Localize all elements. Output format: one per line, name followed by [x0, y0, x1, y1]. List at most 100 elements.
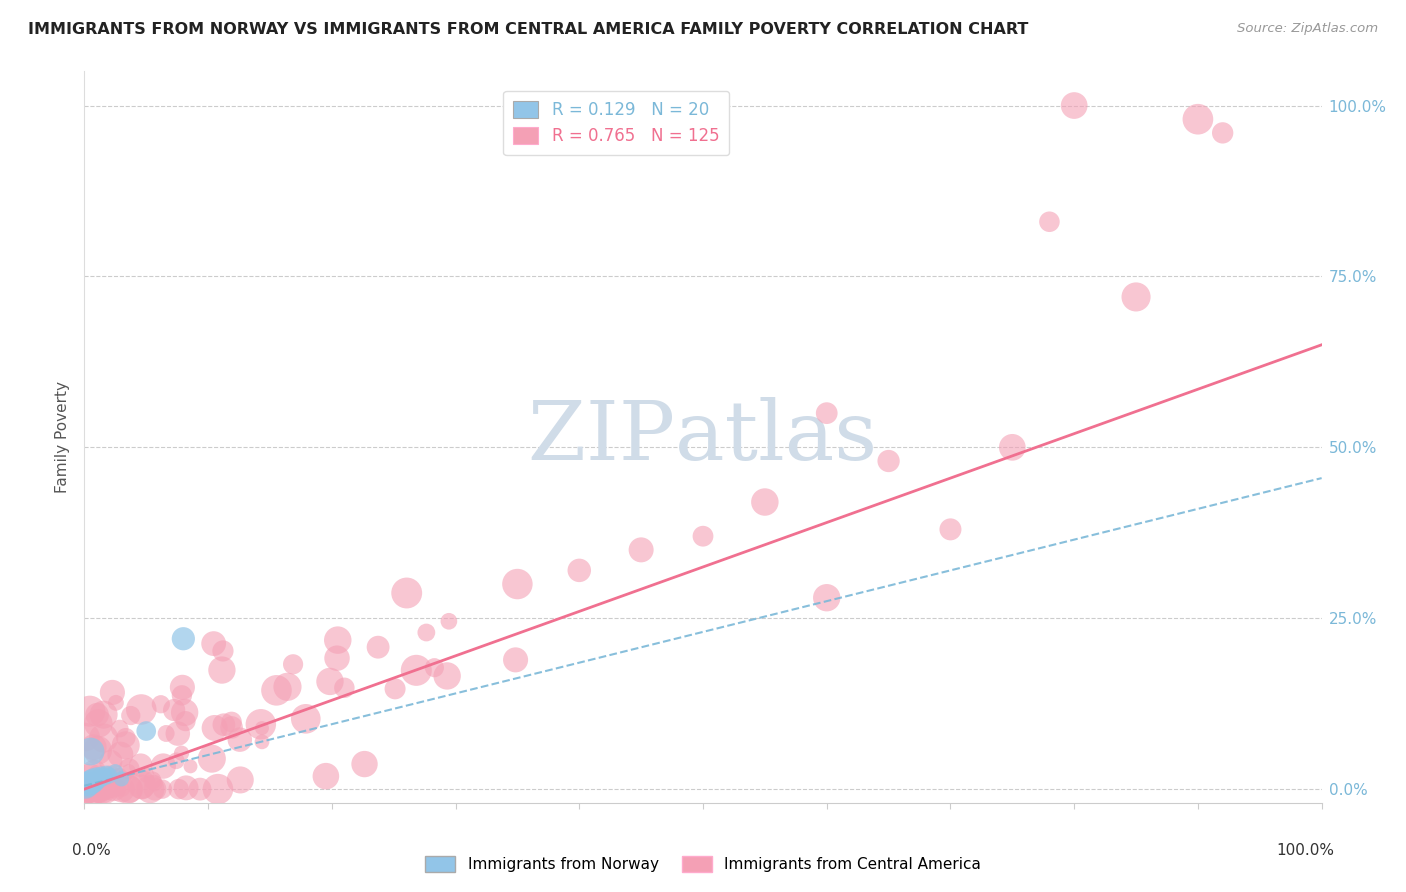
- Point: [118, 764, 141, 779]
- Point: [172, 681, 194, 695]
- Point: [276, 680, 298, 694]
- Point: [315, 769, 337, 783]
- Point: [212, 717, 235, 731]
- Point: [505, 653, 527, 667]
- Point: [129, 702, 152, 716]
- Point: [79, 704, 101, 718]
- Point: [1125, 290, 1147, 304]
- Point: [692, 529, 714, 543]
- Point: [76, 782, 98, 797]
- Point: [75, 782, 97, 797]
- Point: [143, 782, 166, 797]
- Point: [353, 757, 375, 772]
- Point: [79, 773, 101, 788]
- Point: [108, 770, 131, 784]
- Point: [877, 454, 900, 468]
- Point: [93, 782, 115, 797]
- Point: [229, 732, 252, 747]
- Point: [250, 735, 273, 749]
- Point: [77, 782, 100, 797]
- Point: [100, 769, 122, 783]
- Point: [204, 721, 226, 735]
- Point: [384, 681, 406, 696]
- Point: [103, 782, 125, 797]
- Point: [172, 632, 194, 646]
- Point: [89, 782, 111, 797]
- Text: 100.0%: 100.0%: [1277, 843, 1334, 858]
- Point: [83, 775, 105, 789]
- Point: [250, 721, 273, 735]
- Point: [188, 782, 211, 797]
- Point: [83, 764, 105, 779]
- Point: [754, 495, 776, 509]
- Point: [90, 768, 112, 782]
- Point: [94, 782, 117, 797]
- Point: [100, 755, 122, 769]
- Point: [89, 772, 111, 786]
- Point: [1187, 112, 1209, 127]
- Point: [79, 782, 101, 797]
- Point: [221, 720, 243, 734]
- Point: [294, 712, 316, 726]
- Point: [90, 782, 112, 797]
- Point: [75, 730, 97, 744]
- Point: [202, 637, 225, 651]
- Legend: R = 0.129   N = 20, R = 0.765   N = 125: R = 0.129 N = 20, R = 0.765 N = 125: [503, 91, 730, 155]
- Point: [83, 782, 105, 797]
- Point: [104, 696, 127, 710]
- Point: [117, 782, 139, 797]
- Text: ZIP​atlas: ZIP​atlas: [529, 397, 877, 477]
- Point: [139, 782, 162, 797]
- Point: [131, 780, 153, 794]
- Point: [101, 685, 124, 699]
- Point: [212, 644, 235, 658]
- Point: [221, 714, 243, 729]
- Point: [211, 663, 233, 677]
- Point: [80, 777, 103, 791]
- Point: [76, 777, 98, 791]
- Point: [77, 778, 100, 792]
- Point: [111, 782, 134, 797]
- Point: [174, 714, 197, 728]
- Legend: Immigrants from Norway, Immigrants from Central America: Immigrants from Norway, Immigrants from …: [418, 848, 988, 880]
- Y-axis label: Family Poverty: Family Poverty: [55, 381, 70, 493]
- Point: [75, 782, 97, 797]
- Point: [939, 522, 962, 536]
- Point: [333, 681, 356, 695]
- Point: [167, 782, 190, 797]
- Point: [170, 746, 193, 760]
- Point: [86, 743, 108, 757]
- Point: [111, 782, 134, 797]
- Point: [815, 406, 838, 420]
- Point: [129, 758, 152, 772]
- Point: [166, 726, 188, 740]
- Point: [98, 768, 121, 782]
- Point: [82, 775, 104, 789]
- Point: [152, 782, 174, 797]
- Point: [163, 703, 186, 717]
- Point: [1063, 98, 1085, 112]
- Point: [90, 782, 112, 797]
- Point: [120, 708, 142, 723]
- Point: [367, 640, 389, 655]
- Point: [395, 586, 418, 600]
- Point: [201, 752, 224, 766]
- Point: [86, 767, 108, 781]
- Point: [93, 782, 115, 797]
- Point: [152, 759, 174, 773]
- Point: [108, 722, 131, 736]
- Point: [174, 780, 197, 795]
- Point: [93, 731, 115, 745]
- Point: [326, 633, 349, 648]
- Point: [415, 625, 437, 640]
- Point: [84, 773, 107, 788]
- Point: [79, 771, 101, 785]
- Point: [110, 772, 132, 786]
- Point: [630, 542, 652, 557]
- Point: [83, 740, 105, 755]
- Point: [86, 707, 108, 722]
- Point: [173, 706, 195, 720]
- Point: [141, 773, 163, 788]
- Text: Source: ZipAtlas.com: Source: ZipAtlas.com: [1237, 22, 1378, 36]
- Point: [437, 614, 460, 628]
